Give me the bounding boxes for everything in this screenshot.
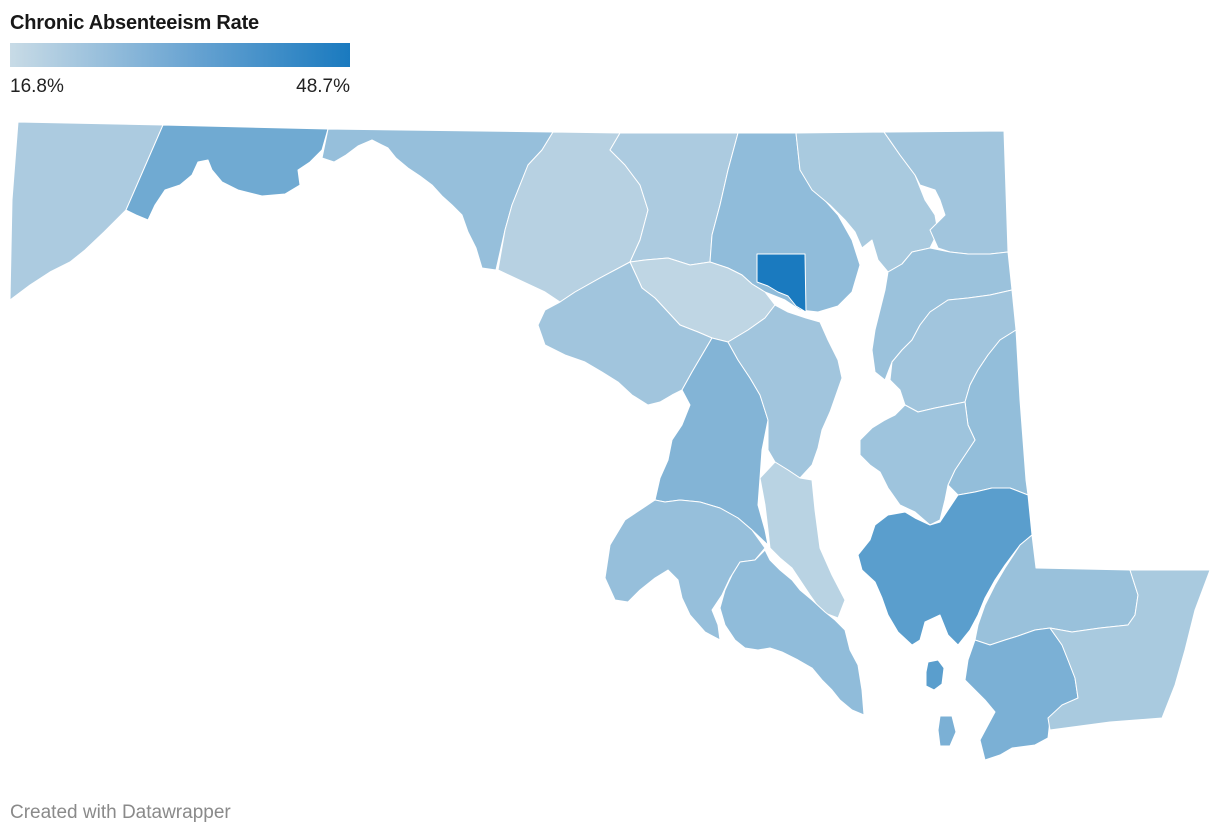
legend-title: Chronic Absenteeism Rate — [10, 12, 259, 34]
county-worcester[interactable] — [1047, 569, 1211, 731]
legend-min-label: 16.8% — [10, 76, 64, 97]
county-somerset-island[interactable] — [937, 715, 957, 747]
county-talbot[interactable] — [859, 401, 976, 526]
county-somerset[interactable] — [964, 627, 1079, 761]
county-calvert[interactable] — [759, 461, 846, 619]
county-baltimore-city[interactable] — [756, 253, 807, 313]
legend-max-label: 48.7% — [296, 76, 350, 97]
county-allegany[interactable] — [125, 124, 329, 221]
county-dorchester-island[interactable] — [925, 659, 945, 691]
legend: Chronic Absenteeism Rate 16.8% 48.7% — [10, 12, 350, 102]
county-anne-arundel[interactable] — [727, 304, 843, 479]
county-charles[interactable] — [604, 499, 766, 641]
county-st-marys[interactable] — [719, 549, 865, 716]
datawrapper-credit: Created with Datawrapper — [10, 802, 231, 823]
legend-color-scale — [10, 43, 350, 67]
